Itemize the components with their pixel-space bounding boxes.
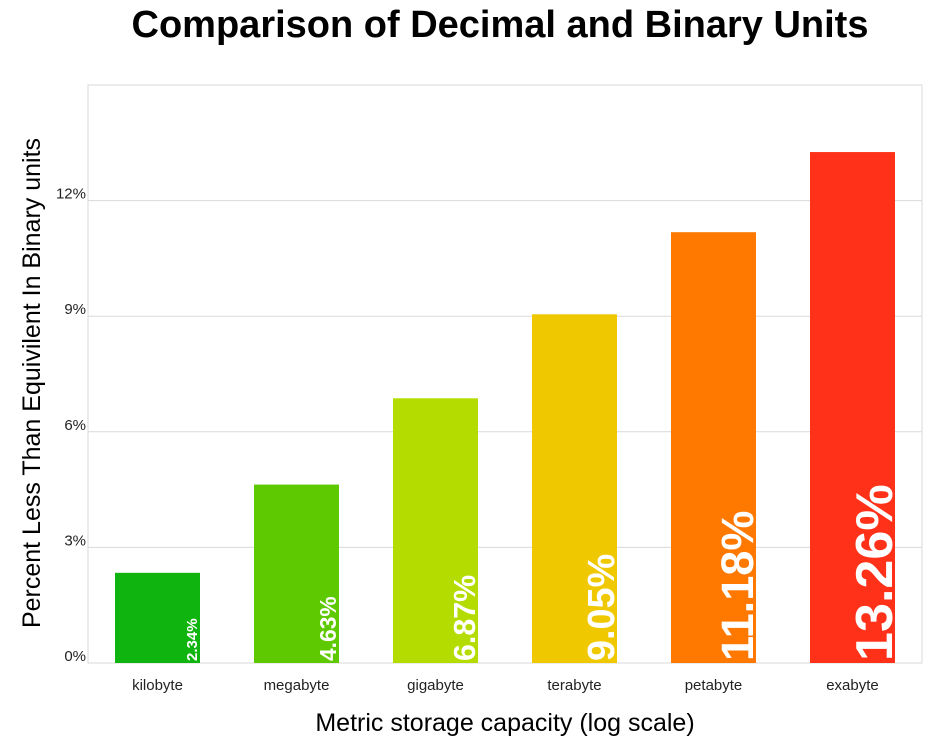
y-tick-label: 12%	[56, 186, 86, 203]
data-label-petabyte: 11.18%	[712, 511, 763, 661]
data-label-exabyte: 13.26%	[846, 484, 904, 661]
bar-megabyte	[254, 484, 339, 663]
category-label-gigabyte: gigabyte	[407, 677, 464, 694]
category-label-petabyte: petabyte	[685, 677, 743, 694]
chart-title: Comparison of Decimal and Binary Units	[131, 4, 869, 46]
data-label-terabyte: 9.05%	[581, 554, 623, 661]
bar-exabyte	[810, 152, 895, 663]
bar-kilobyte	[115, 572, 200, 663]
y-tick-label: 0%	[64, 648, 86, 665]
y-tick-labels: 0% 3% 6% 9% 12%	[56, 186, 86, 665]
gridlines	[88, 200, 922, 548]
y-tick-label: 3%	[64, 532, 86, 549]
bar-petabyte	[671, 232, 756, 663]
y-axis-title: Percent Less Than Equivilent In Binary u…	[18, 138, 46, 628]
bar-gigabyte	[393, 398, 478, 663]
y-tick-label: 9%	[64, 301, 86, 318]
category-label-megabyte: megabyte	[264, 677, 330, 694]
category-labels: kilobyte megabyte gigabyte terabyte petabyte…	[132, 677, 879, 694]
x-axis-title: Metric storage capacity (log scale)	[315, 709, 694, 737]
y-tick-label: 6%	[64, 417, 86, 434]
data-labels: 2.34% 4.63% 6.87% 9.05% 11.18% 13.26%	[184, 484, 904, 661]
bar-terabyte	[532, 314, 617, 663]
data-label-gigabyte: 6.87%	[448, 575, 482, 661]
bars	[115, 152, 895, 663]
category-label-kilobyte: kilobyte	[132, 677, 183, 694]
category-label-exabyte: exabyte	[826, 677, 879, 694]
data-label-kilobyte: 2.34%	[184, 618, 201, 661]
plot-area	[87, 84, 923, 664]
data-label-megabyte: 4.63%	[315, 596, 341, 661]
category-label-terabyte: terabyte	[547, 677, 601, 694]
